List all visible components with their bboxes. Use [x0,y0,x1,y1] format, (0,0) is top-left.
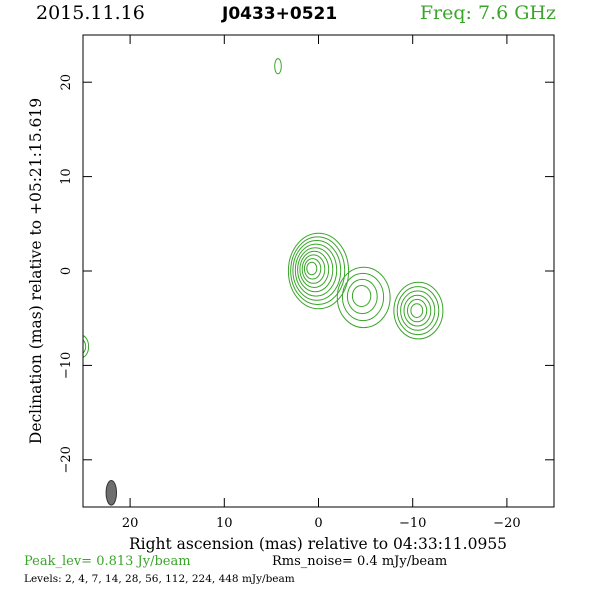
y-tick-label: −10 [59,352,74,379]
contour-levels: Levels: 2, 4, 7, 14, 28, 56, 112, 224, 4… [24,573,295,585]
contour-jet-1-1 [341,272,385,322]
contour-jet-2-4 [407,298,428,323]
contour-jet-2-5 [410,303,424,319]
contour-jet-2-2 [400,290,436,331]
peak-level: Peak_lev= 0.813 Jy/beam [24,554,191,569]
y-axis-label: Declination (mas) relative to +05:21:15.… [27,98,45,444]
y-tick-label: −20 [59,446,74,473]
rms-noise: Rms_noise= 0.4 mJy/beam [272,554,448,569]
y-tick-label: 10 [59,168,74,185]
contour-blob-west-0 [83,335,90,358]
contour-jet-2-1 [396,286,440,336]
y-tick-labels: 20 10 0 −10 −20 [59,74,74,474]
contour-jet-1-2 [346,278,378,315]
plot-frame [82,34,555,508]
axis-ticks [83,35,554,507]
contour-core-3 [294,243,338,297]
contour-core-1 [290,236,346,306]
contour-jet-2-3 [403,294,432,327]
contour-core-4 [297,247,334,293]
x-tick-label: −20 [493,516,520,531]
epoch-date: 2015.11.16 [36,2,145,24]
contour-jet-1-3 [351,285,372,307]
contour-core-5 [299,250,330,288]
contour-group [83,58,444,358]
contour-core-8 [306,261,318,276]
frequency-label: Freq: 7.6 GHz [419,2,556,24]
contour-core-7 [303,258,322,280]
source-name: J0433+0521 [222,4,338,24]
x-tick-label: −10 [399,516,426,531]
x-axis-label: Right ascension (mas) relative to 04:33:… [129,535,507,553]
contour-core-6 [301,254,326,284]
contour-blob-west-1 [83,339,87,354]
y-tick-label: 0 [59,267,74,275]
contour-jet-1-0 [336,266,391,329]
beam-ellipse [105,480,118,506]
y-tick-label: 20 [59,74,74,91]
x-tick-labels: 20 10 0 −10 −20 [122,516,521,531]
contour-core-0 [287,232,350,310]
contour-jet-2-0 [393,281,444,340]
contour-core-2 [292,240,342,301]
x-tick-label: 10 [216,516,233,531]
x-tick-label: 20 [122,516,139,531]
beam-group [105,480,118,506]
x-tick-label: 0 [314,516,322,531]
contour-blob-north-0 [274,58,282,75]
